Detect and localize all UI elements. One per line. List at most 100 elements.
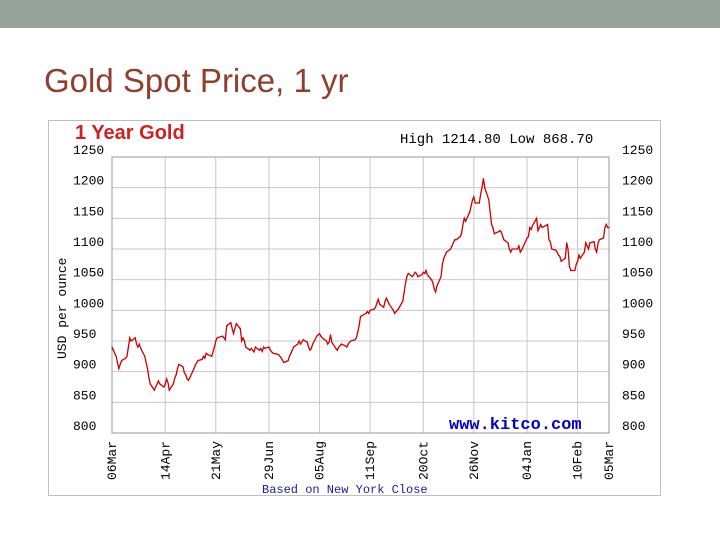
price-point [527, 236, 529, 238]
price-point [396, 309, 398, 311]
price-point [433, 288, 435, 290]
price-point [149, 383, 151, 385]
price-point [235, 323, 237, 325]
price-point [178, 363, 180, 365]
price-point [531, 225, 534, 227]
price-point [302, 339, 304, 341]
price-point [312, 343, 314, 345]
price-point [119, 363, 121, 365]
y-tick-label-left: 850 [73, 388, 96, 403]
price-point [155, 386, 157, 388]
chart-grid [111, 156, 610, 434]
price-point [144, 355, 146, 357]
y-tick-labels-left: 800 850 900 950 1000 1050 1100 1150 1200 1250 [73, 143, 104, 434]
price-point [484, 187, 486, 189]
price-point [316, 335, 318, 337]
price-point [354, 339, 356, 341]
price-point [283, 361, 285, 364]
price-point [230, 322, 232, 324]
price-point [172, 383, 174, 385]
price-point [526, 237, 528, 239]
price-point [547, 223, 549, 226]
price-point [444, 254, 446, 256]
price-point [455, 239, 457, 241]
price-point [557, 254, 560, 256]
price-point [164, 383, 166, 385]
price-point [176, 368, 179, 370]
watermark: www.kitco.com [449, 416, 582, 435]
price-point [159, 383, 161, 385]
price-point [329, 334, 332, 336]
price-point [321, 337, 323, 339]
price-point [216, 337, 218, 339]
price-point [129, 337, 131, 339]
price-point [559, 255, 561, 257]
price-point [564, 257, 566, 259]
price-point [121, 360, 123, 362]
price-point [193, 368, 195, 370]
price-point [516, 248, 519, 250]
price-point [347, 343, 349, 345]
price-point [340, 343, 342, 345]
price-point [585, 242, 587, 244]
price-point [130, 340, 132, 342]
x-tick-label: 29Jun [262, 441, 277, 480]
price-point [430, 279, 433, 281]
price-point [168, 389, 170, 391]
y-tick-label-right: 1100 [622, 235, 653, 250]
price-point [224, 339, 226, 341]
price-point [317, 334, 319, 336]
price-point [156, 383, 158, 385]
y-tick-label-right: 1150 [622, 204, 653, 219]
price-point [252, 349, 254, 351]
price-point [368, 312, 370, 314]
price-point [415, 272, 418, 275]
price-point [245, 346, 247, 348]
price-point [185, 374, 187, 376]
price-point [473, 196, 475, 198]
y-tick-label-right: 1050 [622, 266, 653, 281]
price-point [597, 242, 599, 244]
price-point [608, 226, 610, 229]
price-point [196, 361, 198, 364]
price-point [213, 346, 215, 348]
price-point [463, 217, 465, 219]
price-point [596, 251, 598, 253]
price-point [290, 352, 292, 354]
price-point [112, 349, 114, 351]
price-point [508, 248, 510, 250]
price-point [136, 343, 138, 345]
price-point [194, 364, 196, 367]
price-point [328, 341, 330, 343]
price-point [492, 226, 494, 229]
price-point [445, 251, 448, 253]
price-point [278, 353, 280, 356]
price-point [250, 347, 252, 349]
price-point [432, 282, 434, 284]
price-point [301, 341, 303, 343]
price-point [137, 346, 139, 348]
price-point [501, 234, 504, 237]
price-point [413, 274, 415, 276]
y-tick-label-right: 900 [622, 358, 645, 373]
price-point [465, 220, 467, 222]
price-point [556, 251, 558, 253]
price-point [258, 349, 261, 351]
price-point [271, 351, 273, 353]
price-point [197, 360, 199, 362]
price-point [239, 328, 241, 330]
price-point [541, 226, 543, 229]
price-point [470, 205, 472, 207]
price-point [551, 248, 553, 250]
price-point [488, 199, 490, 201]
x-tick-label: 04Jan [520, 441, 535, 480]
price-point [560, 260, 562, 262]
price-point [417, 276, 419, 278]
y-tick-label-right: 1250 [622, 143, 653, 158]
price-point [127, 346, 129, 348]
price-point [499, 230, 501, 232]
price-point [436, 285, 438, 287]
price-point [510, 251, 512, 253]
price-point [369, 309, 371, 311]
price-point [287, 360, 289, 362]
